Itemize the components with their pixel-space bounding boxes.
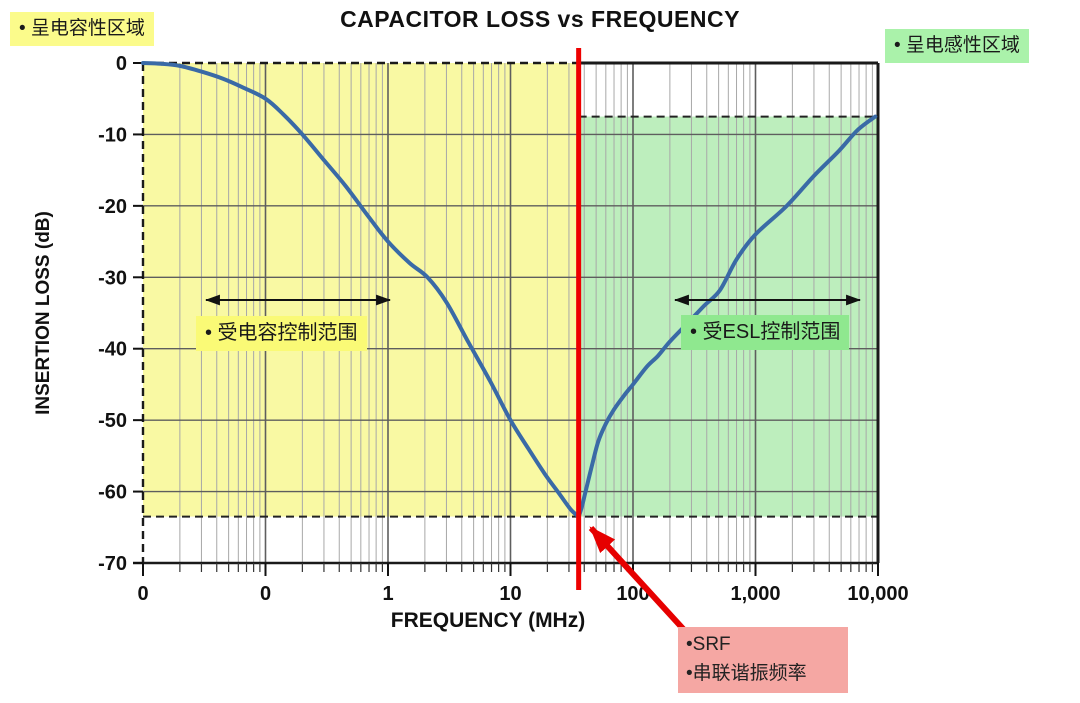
y-tick-label: -20 [98,196,127,218]
y-tick-label: -50 [98,410,127,432]
srf-label-line2: •串联谐振频率 [686,663,807,685]
chart-title: CAPACITOR LOSS vs FREQUENCY [340,6,740,32]
x-tick-label: 100 [616,583,649,605]
inductive-area-label: • 呈电感性区域 [885,29,1029,63]
y-tick-label: -40 [98,339,127,361]
y-tick-label: 0 [116,53,127,75]
x-axis-title: FREQUENCY (MHz) [390,609,586,632]
axis-tick-labels: 0 0 1 10 100 1,000 10,000 0 -10 -20 -30 -40 -50 -60 -7… [98,53,908,605]
srf-label-line1: •SRF [686,634,731,655]
annotation-arrows [204,294,862,635]
x-tick-label: 0 [137,583,148,605]
srf-annotation-box: •SRF •串联谐振频率 [678,627,848,693]
y-axis-title: INSERTION LOSS (dB) [33,211,54,415]
x-tick-label: 0 [260,583,271,605]
capacitive-area-label: • 呈电容性区域 [10,12,154,46]
y-tick-label: -30 [98,267,127,289]
x-tick-label: 1 [382,583,393,605]
esl-range-label: • 受ESL控制范围 [681,315,850,350]
y-tick-label: -10 [98,124,127,146]
y-tick-label: -60 [98,482,127,504]
insertion-loss-capacitive-branch [141,61,581,519]
gridline-layer [143,63,878,563]
capacitance-range-label: • 受电容控制范围 [196,316,367,351]
axis-tick-layer [133,62,879,576]
insertion-loss-inductive-branch [576,114,878,519]
y-tick-label: -70 [98,553,127,575]
srf-pointer-arrow [588,525,689,635]
x-tick-label: 10 [499,583,521,605]
plot-frame [133,61,880,565]
x-tick-label: 10,000 [847,583,908,605]
loss-curve [141,61,878,519]
dashed-line-layer [143,115,878,518]
x-tick-label: 1,000 [730,583,780,605]
